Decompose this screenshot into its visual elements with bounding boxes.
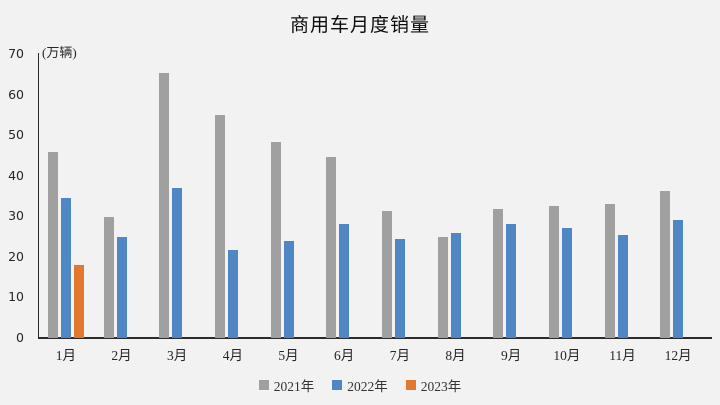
y-axis-line (38, 53, 39, 338)
bar (548, 205, 559, 338)
bar (326, 156, 337, 338)
bar (47, 151, 58, 338)
x-category-label: 11月 (609, 348, 636, 363)
bar (450, 233, 461, 338)
legend-label: 2023年 (420, 379, 462, 394)
legend-item: 2023年 (405, 375, 462, 395)
bar (493, 209, 504, 338)
bar (214, 114, 225, 338)
x-axis-line (38, 337, 712, 339)
bar (227, 249, 238, 338)
bar (561, 228, 572, 338)
bar (159, 72, 170, 338)
y-tick-label: 70 (8, 46, 24, 61)
legend-item: 2022年 (332, 375, 388, 395)
x-category-label: 2月 (111, 348, 132, 363)
x-category-label: 9月 (501, 348, 522, 363)
bar (394, 239, 405, 338)
y-tick-label: 30 (8, 208, 24, 224)
x-category-label: 12月 (664, 348, 692, 363)
legend: 2021年 2022年 2023年 (0, 375, 720, 395)
bar (172, 187, 183, 338)
x-category-label: 5月 (278, 348, 299, 363)
legend-item: 2021年 (258, 375, 315, 395)
y-tick-label: 0 (16, 330, 24, 345)
legend-label: 2021年 (273, 379, 315, 394)
y-tick-label: 10 (8, 289, 24, 305)
x-category-label: 8月 (445, 348, 466, 363)
x-category-label: 3月 (167, 348, 188, 363)
bar (270, 142, 281, 338)
y-tick-label: 60 (8, 86, 24, 102)
x-category-label: 4月 (222, 348, 243, 363)
chart-title: 商用车月度销量 (289, 15, 430, 36)
bar (506, 224, 517, 338)
bar (617, 235, 628, 338)
x-category-label: 10月 (553, 348, 581, 363)
y-tick-label: 20 (8, 248, 24, 264)
bar (103, 217, 114, 338)
bar (60, 198, 71, 338)
x-category-label: 7月 (389, 348, 410, 363)
x-category-label: 6月 (334, 348, 355, 363)
legend-label: 2022年 (347, 379, 388, 394)
bar (381, 211, 392, 338)
y-axis-unit-label: (万辆) (42, 45, 77, 60)
plot-area (38, 54, 706, 338)
legend-swatch (332, 380, 343, 390)
legend-swatch (258, 380, 269, 390)
y-tick-label: 50 (8, 127, 24, 143)
y-tick-label: 40 (8, 167, 24, 183)
x-category-label: 1月 (55, 348, 76, 363)
legend-swatch (405, 380, 416, 390)
bar (73, 264, 84, 338)
bar (339, 223, 350, 338)
bar (660, 190, 671, 338)
bar (673, 219, 684, 338)
bar (116, 236, 127, 338)
bar (604, 203, 615, 338)
bar (437, 237, 448, 338)
bar (283, 241, 294, 338)
